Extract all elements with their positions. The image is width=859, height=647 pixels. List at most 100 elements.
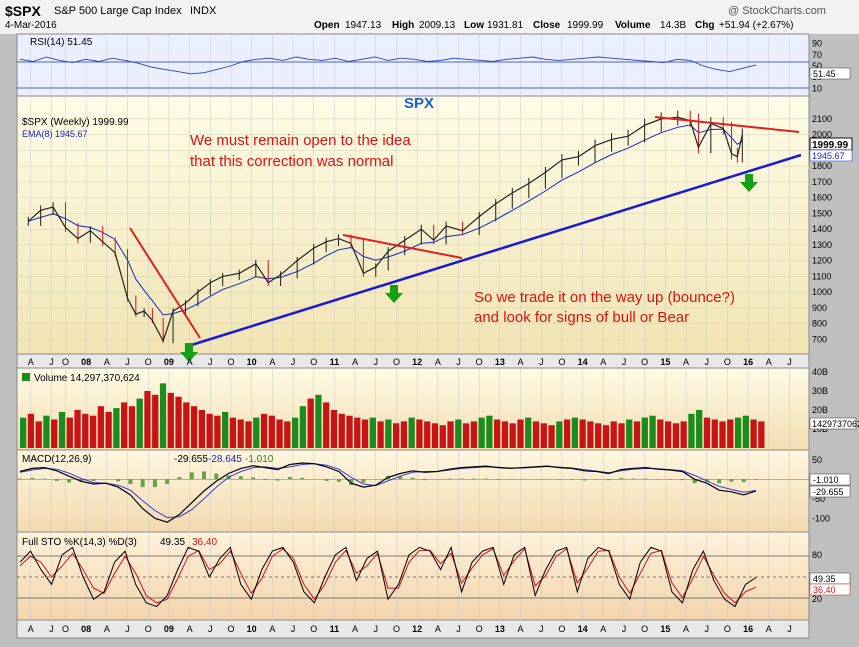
macd-hist-bar <box>398 476 403 480</box>
annotation-line-3: So we trade it on the way up (bounce?) <box>474 289 735 306</box>
volume-bar <box>517 419 524 448</box>
macd-hist-bar <box>165 479 170 485</box>
annotation-line-2: that this correction was normal <box>190 153 393 170</box>
macd-signal-line <box>19 463 757 519</box>
macd-hist-bar <box>410 477 415 480</box>
price-tick-label: 800 <box>812 319 827 329</box>
volume-bar <box>354 417 361 448</box>
price-layer <box>27 110 743 344</box>
volume-bar <box>548 425 555 448</box>
volume-bar <box>97 406 104 448</box>
sto-k-value: 49.35 <box>160 537 185 548</box>
x-tick-label: A <box>28 624 34 634</box>
sto-k-line <box>19 545 757 608</box>
x-tick-label: O <box>393 357 400 367</box>
x-tick-label: A <box>269 357 275 367</box>
x-tick-label: J <box>787 357 792 367</box>
x-tick-label: 11 <box>330 357 340 367</box>
volume-bar <box>206 413 213 448</box>
price-tick-label: 900 <box>812 303 827 313</box>
macd-hist-bar <box>582 479 587 481</box>
macd-hist-bar <box>680 479 685 481</box>
volume-bar <box>602 425 610 448</box>
macd-hist-bar <box>238 476 243 480</box>
macd-hist-bar <box>275 479 280 481</box>
volume-bar <box>338 413 345 448</box>
x-tick-label: A <box>683 624 689 634</box>
x-tick-label: 12 <box>412 357 422 367</box>
x-tick-label: A <box>352 624 358 634</box>
volume-bar <box>719 421 726 448</box>
volume-bar <box>361 419 369 448</box>
macd-hist-bar <box>422 479 427 481</box>
volume-bar <box>66 417 73 448</box>
volume-bar <box>190 406 198 448</box>
price-tick-label: 700 <box>812 334 827 344</box>
x-tick-label: 10 <box>247 624 257 634</box>
macd-layer <box>17 462 809 523</box>
volume-bar <box>198 410 205 448</box>
price-tick-label: 2100 <box>812 114 832 124</box>
volume-bar <box>532 421 540 448</box>
macd-line <box>19 462 757 523</box>
macd-hist-bar <box>42 478 47 480</box>
volume-value: 14.3B <box>660 20 687 31</box>
x-tick-label: J <box>291 624 296 634</box>
volume-bar <box>494 419 501 448</box>
open-value: 1947.13 <box>345 20 382 31</box>
rsi-tick-label: 50 <box>812 61 822 71</box>
x-tick-label: O <box>62 357 69 367</box>
x-tick-label: J <box>49 624 54 634</box>
macd-tick-label: -100 <box>812 513 830 523</box>
volume-bar <box>167 392 174 448</box>
volume-bar <box>27 413 35 448</box>
volume-bar <box>291 417 299 448</box>
x-tick-label: O <box>62 624 69 634</box>
close-value: 1999.99 <box>567 20 604 31</box>
volume-bar <box>486 415 493 448</box>
x-tick-label: J <box>208 624 213 634</box>
rsi-label: RSI(14) 51.45 <box>30 37 93 48</box>
price-tick-label: 1200 <box>812 256 832 266</box>
ticker-symbol: $SPX <box>5 3 41 19</box>
x-tick-label: O <box>145 357 152 367</box>
volume-bar <box>369 417 376 448</box>
macd-hist-bar <box>214 473 219 480</box>
price-tick-label: 1500 <box>812 208 832 218</box>
sto-k-box-label: 49.35 <box>813 574 836 584</box>
rsi-value-box <box>809 67 851 80</box>
volume-label: Volume <box>615 20 651 31</box>
macd-hist-bar <box>643 478 648 480</box>
rsi-panel <box>16 33 810 97</box>
macd-hist-bar <box>619 478 624 480</box>
x-tick-label: A <box>766 624 772 634</box>
sto-d-box-label: 36.40 <box>813 585 836 595</box>
macd-hist-value: -1.010 <box>245 454 274 465</box>
volume-bar <box>424 421 431 448</box>
x-tick-label: O <box>476 357 483 367</box>
x-tick-label: A <box>28 357 34 367</box>
volume-bar <box>260 413 268 448</box>
ema-price-label: 1945.67 <box>812 151 845 161</box>
volume-bar <box>750 419 757 448</box>
macd-hist-bar <box>447 478 452 480</box>
watermark: @ StockCharts.com <box>728 5 826 17</box>
volume-bar <box>330 410 338 448</box>
rsi-tick-label: 10 <box>812 83 822 93</box>
sto-panel <box>16 531 810 621</box>
volume-bar <box>455 419 462 448</box>
x-tick-label: O <box>227 357 234 367</box>
volume-bar <box>696 410 703 448</box>
x-tick-label: J <box>622 624 627 634</box>
annotation-line-4: and look for signs of bull or Bear <box>474 309 689 326</box>
volume-bar <box>222 411 229 448</box>
price-tick-label: 1800 <box>812 161 832 171</box>
volume-bar <box>587 421 594 448</box>
x-tick-label: 08 <box>81 357 91 367</box>
open-label: Open <box>314 20 340 31</box>
macd-tick-label: 50 <box>812 455 822 465</box>
x-tick-label: 10 <box>247 357 257 367</box>
x-tick-label: O <box>476 624 483 634</box>
macd-hist-bar <box>189 472 194 480</box>
